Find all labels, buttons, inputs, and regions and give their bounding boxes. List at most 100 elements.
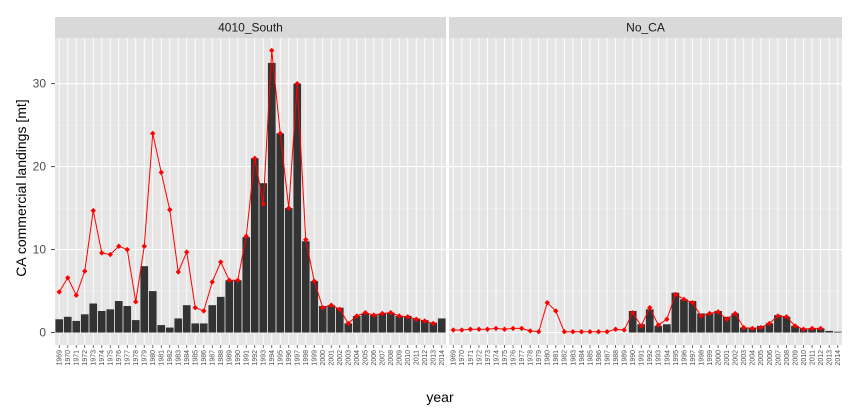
data-point — [184, 249, 190, 255]
bar — [233, 280, 242, 333]
data-point — [396, 313, 402, 319]
bar — [225, 280, 234, 333]
y-axis-title: CA commercial landings [mt] — [13, 99, 29, 276]
data-point — [286, 205, 292, 211]
data-point — [484, 326, 491, 332]
data-point — [792, 323, 798, 329]
bar — [671, 292, 680, 333]
data-point — [783, 314, 790, 320]
x-tick-label: 1985 — [587, 350, 594, 366]
data-point — [320, 304, 326, 311]
x-tick-label: 1974 — [493, 350, 500, 366]
x-tick-label: 1993 — [261, 350, 268, 366]
x-tick-label: 1995 — [278, 350, 285, 366]
x-tick-label: 2005 — [363, 350, 370, 366]
x-tick-label: 1988 — [218, 350, 225, 366]
bar — [63, 316, 72, 333]
data-point — [749, 325, 755, 332]
y-tick-label: 10 — [33, 243, 47, 257]
bar — [705, 313, 714, 333]
data-point — [561, 329, 568, 335]
data-point — [501, 326, 508, 332]
data-point — [252, 155, 258, 162]
bar — [791, 325, 799, 333]
bar — [386, 312, 395, 333]
x-tick-label: 2013 — [827, 350, 834, 366]
data-point — [422, 318, 428, 324]
bar — [697, 313, 705, 333]
x-tick-label: 1978 — [133, 350, 140, 366]
data-point — [595, 329, 602, 335]
x-tick-label: 1998 — [698, 350, 705, 366]
x-tick-label: 1975 — [108, 350, 115, 366]
bar — [199, 323, 208, 333]
x-tick-label: 1990 — [235, 350, 242, 366]
x-tick-label: 1981 — [553, 350, 560, 366]
bar — [714, 310, 722, 333]
data-point — [167, 207, 173, 213]
data-point — [612, 326, 619, 332]
x-tick-label: 2010 — [405, 350, 412, 366]
bar — [182, 305, 191, 333]
x-tick-label: 2001 — [329, 350, 336, 366]
data-point — [226, 277, 232, 283]
x-tick-label: 2003 — [741, 350, 748, 366]
bar — [327, 305, 336, 333]
bar — [774, 315, 782, 333]
x-tick-label: 1971 — [74, 350, 81, 366]
bar — [412, 318, 421, 333]
data-point — [476, 326, 482, 332]
x-tick-label: 1978 — [528, 350, 535, 366]
bar — [55, 319, 64, 333]
x-tick-label: 1999 — [312, 350, 319, 366]
x-tick-label: 1972 — [82, 350, 89, 366]
x-tick-label: 2008 — [784, 350, 791, 366]
bar — [140, 266, 149, 333]
data-point — [553, 308, 559, 314]
bar — [123, 306, 132, 333]
data-point — [192, 304, 198, 311]
x-tick-label: 1991 — [244, 350, 251, 366]
x-tick-label: 2014 — [439, 350, 446, 366]
bar — [250, 158, 259, 333]
data-point — [706, 310, 713, 317]
data-point — [158, 169, 164, 176]
bar — [157, 325, 166, 333]
x-tick-label: 2004 — [750, 350, 757, 366]
data-point — [379, 310, 385, 317]
bar — [259, 183, 268, 333]
data-point — [345, 320, 351, 327]
bar — [284, 208, 293, 333]
data-point — [518, 325, 525, 332]
bar — [731, 313, 740, 333]
x-tick-label: 1974 — [99, 350, 106, 366]
x-tick-label: 1971 — [468, 350, 475, 366]
bar — [293, 83, 302, 333]
strip-label: 4010_South — [218, 21, 283, 35]
x-tick-label: 1983 — [176, 350, 183, 366]
data-point — [328, 302, 334, 308]
bar — [97, 310, 106, 333]
data-point — [604, 329, 610, 335]
x-tick-label: 1996 — [681, 350, 688, 366]
x-tick-label: 1976 — [116, 350, 123, 366]
data-point — [294, 80, 300, 87]
x-tick-label: 2002 — [733, 350, 740, 366]
bar — [352, 315, 361, 333]
x-tick-label: 2003 — [346, 350, 353, 366]
x-tick-label: 1990 — [630, 350, 637, 366]
data-point — [124, 246, 130, 253]
bar — [833, 331, 842, 333]
x-tick-label: 1979 — [142, 350, 149, 366]
bar — [216, 296, 225, 333]
data-point — [681, 296, 687, 303]
x-tick-label: 2005 — [758, 350, 765, 366]
bar — [395, 315, 404, 333]
x-tick-label: 1984 — [579, 350, 586, 366]
bar — [310, 281, 319, 333]
x-tick-label: 2007 — [380, 350, 387, 366]
x-tick-label: 1995 — [673, 350, 680, 366]
